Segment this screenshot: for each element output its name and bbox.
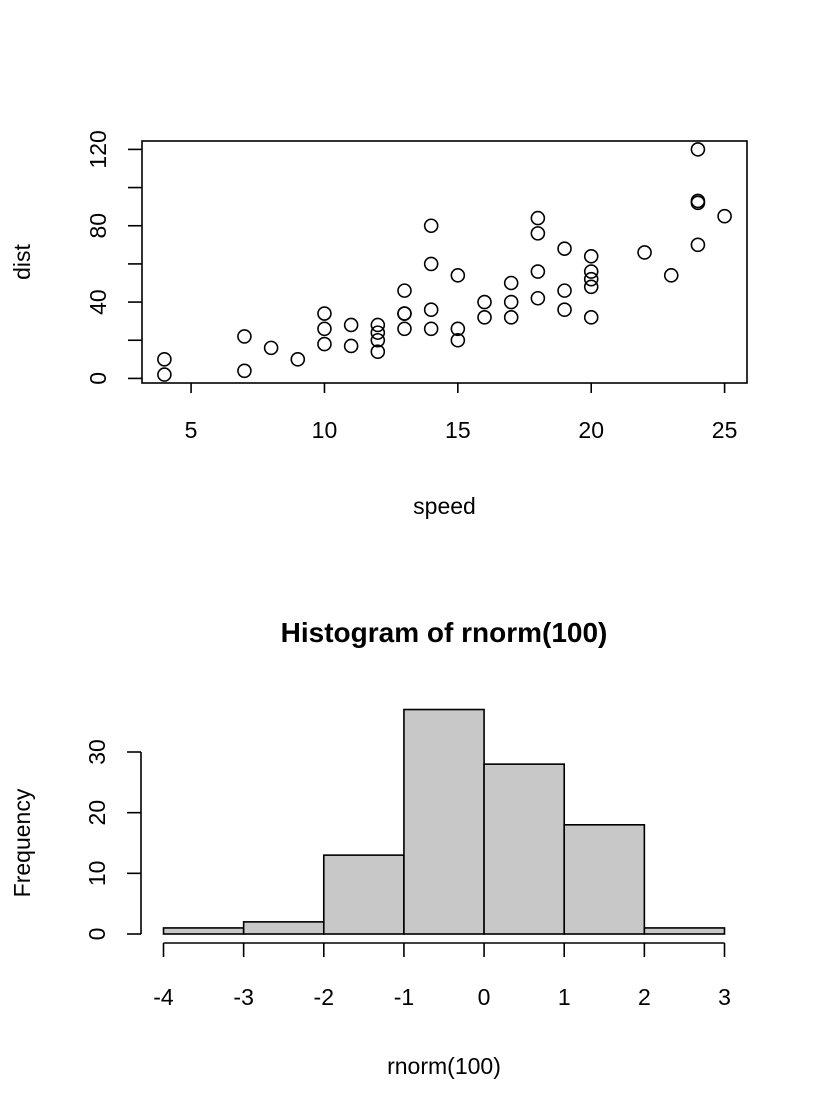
histogram-y-tick-label: 30 <box>84 739 110 765</box>
histogram-x-tick-label: -3 <box>233 984 253 1010</box>
histogram-bar <box>483 763 566 935</box>
histogram-x-tick-label: -1 <box>394 984 414 1010</box>
histogram-bar <box>563 823 646 935</box>
histogram-x-tick-label: 0 <box>478 984 491 1010</box>
histogram-bar <box>643 927 726 935</box>
histogram-bar <box>162 927 245 935</box>
scatter-y-tick-label: 40 <box>85 289 111 315</box>
scatter-point <box>370 317 386 333</box>
scatter-point <box>157 352 172 367</box>
scatter-x-tick-label: 25 <box>712 417 738 443</box>
scatter-x-axis: 5 10 15 20 25 <box>185 383 738 443</box>
histogram-title: Histogram of rnorm(100) <box>281 617 608 648</box>
scatter-point <box>690 193 706 209</box>
scatter-x-tick-label: 5 <box>185 417 198 443</box>
scatter-point <box>503 310 519 325</box>
histogram-y-axis: 0 10 20 30 <box>84 739 142 941</box>
histogram-x-tick-label: -2 <box>314 984 334 1010</box>
scatter-point <box>237 329 252 344</box>
scatter-point <box>423 256 439 272</box>
histogram-y-tick-label: 10 <box>84 861 110 887</box>
scatter-point <box>397 321 412 337</box>
scatter-point <box>450 321 466 337</box>
scatter-point <box>530 210 546 226</box>
scatter-point <box>690 237 706 253</box>
scatter-point <box>637 245 652 260</box>
histogram-plot: Histogram of rnorm(100) -4 -3 -2 -1 0 1 2 3 0 10… <box>9 617 731 1079</box>
scatter-point <box>583 279 599 295</box>
histogram-y-tick-label: 0 <box>84 928 110 941</box>
scatter-point <box>503 275 519 291</box>
scatter-point <box>397 283 412 298</box>
histogram-bar <box>322 854 405 935</box>
scatter-point <box>423 218 439 234</box>
scatter-point <box>317 306 332 321</box>
scatter-point <box>557 283 572 298</box>
scatter-point <box>370 325 386 340</box>
scatter-y-tick-label: 0 <box>85 372 111 385</box>
scatter-point <box>290 352 306 367</box>
histogram-bar <box>403 708 485 935</box>
scatter-point <box>583 271 599 287</box>
histogram-x-tick-label: 3 <box>718 984 731 1010</box>
histogram-y-axis-label: Frequency <box>9 788 35 897</box>
scatter-point <box>343 338 359 354</box>
scatter-point <box>557 241 572 256</box>
scatter-x-axis-label: speed <box>413 493 476 519</box>
scatter-point <box>477 310 492 325</box>
scatter-point <box>263 340 279 356</box>
scatter-point <box>450 332 466 348</box>
scatter-points <box>157 142 732 382</box>
scatter-point <box>317 321 332 337</box>
scatter-point <box>717 208 732 224</box>
histogram-bars <box>162 708 726 935</box>
histogram-x-tick-label: -4 <box>153 984 174 1010</box>
scatter-y-tick-label: 120 <box>85 130 111 168</box>
scatter-point <box>343 317 359 333</box>
scatter-point <box>477 294 492 310</box>
scatter-point <box>423 321 439 337</box>
histogram-x-tick-label: 1 <box>558 984 571 1010</box>
scatter-x-tick-label: 10 <box>312 417 338 443</box>
scatter-y-tick-label: 80 <box>85 213 111 239</box>
scatter-point <box>317 336 332 352</box>
scatter-point <box>423 302 439 318</box>
scatter-point <box>503 294 519 310</box>
scatter-x-tick-label: 20 <box>578 417 604 443</box>
scatter-plot-box <box>141 140 748 384</box>
scatter-point <box>583 310 599 325</box>
scatter-y-axis-label: dist <box>9 243 35 279</box>
scatter-point <box>397 306 412 321</box>
scatter-x-tick-label: 15 <box>445 417 471 443</box>
scatter-plot: 5 10 15 20 25 0 40 80 120 speed dist <box>9 130 748 519</box>
scatter-point <box>583 248 599 264</box>
scatter-point <box>557 302 572 318</box>
scatter-point <box>157 367 172 382</box>
scatter-point <box>530 290 546 306</box>
scatter-point <box>237 363 252 379</box>
scatter-point <box>530 264 546 279</box>
scatter-point <box>530 226 546 241</box>
histogram-x-axis-label: rnorm(100) <box>387 1053 501 1079</box>
scatter-point <box>370 332 386 348</box>
histogram-bar <box>242 921 325 935</box>
histogram-x-axis: -4 -3 -2 -1 0 1 2 3 <box>153 942 731 1010</box>
scatter-point <box>663 268 679 283</box>
histogram-y-tick-label: 20 <box>84 800 110 826</box>
scatter-point <box>450 268 466 283</box>
histogram-x-tick-label: 2 <box>638 984 651 1010</box>
scatter-point <box>690 142 706 157</box>
scatter-y-axis: 0 40 80 120 <box>85 130 142 385</box>
scatter-point <box>583 264 599 279</box>
scatter-point <box>370 344 386 360</box>
